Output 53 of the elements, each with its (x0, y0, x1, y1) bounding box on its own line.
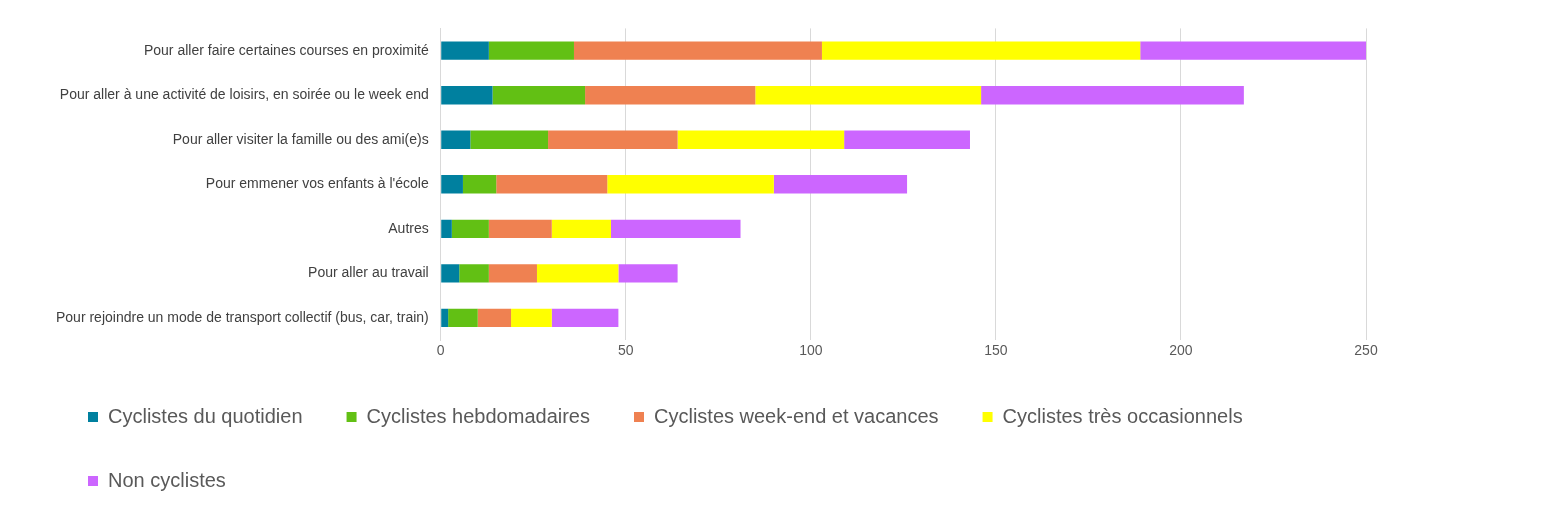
bar (1140, 41, 1366, 60)
bar (488, 41, 574, 60)
bar (441, 86, 493, 105)
bar (441, 219, 452, 239)
legend-label: Non cyclistes (108, 468, 226, 491)
y-tick-label: Pour aller au travail (308, 264, 429, 281)
bar (607, 175, 774, 194)
bar (610, 219, 741, 239)
bar (462, 175, 497, 194)
legend-label: Cyclistes très occasionnels (1002, 404, 1243, 427)
y-tick-label: Pour aller à une activité de loisirs, en soirée ou le week end (59, 86, 429, 103)
x-tick-label: 250 (1354, 342, 1378, 359)
y-tick-label: Autres (388, 219, 429, 236)
y-tick-label: Pour aller faire certaines courses en proximité (143, 41, 429, 58)
x-tick-label: 50 (618, 342, 634, 359)
bar (441, 264, 460, 283)
bar (821, 41, 1141, 60)
bar (755, 86, 982, 105)
bar (551, 308, 619, 328)
bar (536, 264, 619, 283)
y-tick-label: Pour emmener vos enfants à l'école (205, 175, 429, 192)
bar (441, 41, 489, 60)
legend-label: Cyclistes hebdomadaires (366, 404, 590, 427)
bar (448, 308, 478, 328)
x-tick-label: 150 (984, 342, 1008, 359)
bar (441, 130, 471, 149)
bar (488, 219, 552, 239)
x-tick-label: 0 (436, 342, 445, 359)
bar (844, 130, 970, 149)
bar (451, 219, 489, 239)
bar (511, 308, 552, 328)
bar (441, 175, 463, 194)
y-tick-label: Pour rejoindre un mode de transport collectif (bus, car, train) (55, 308, 429, 325)
bar (773, 175, 908, 194)
x-tick-label: 200 (1169, 342, 1193, 359)
bar (551, 219, 611, 239)
legend-label: Cyclistes du quotidien (108, 404, 303, 427)
legend-label: Cyclistes week-end et vacances (653, 404, 939, 427)
bar (488, 264, 537, 283)
bar (548, 130, 678, 149)
bar (585, 86, 756, 105)
y-tick-label: Pour aller visiter la famille ou des ami(e)s (172, 130, 429, 147)
bar (441, 308, 449, 328)
bar (477, 308, 512, 328)
bar (618, 264, 678, 283)
bar (459, 264, 489, 283)
bar (492, 86, 586, 105)
bar (470, 130, 549, 149)
bar (496, 175, 608, 194)
bar (981, 86, 1244, 105)
bar (573, 41, 822, 60)
bar (677, 130, 845, 149)
x-tick-label: 100 (799, 342, 823, 359)
